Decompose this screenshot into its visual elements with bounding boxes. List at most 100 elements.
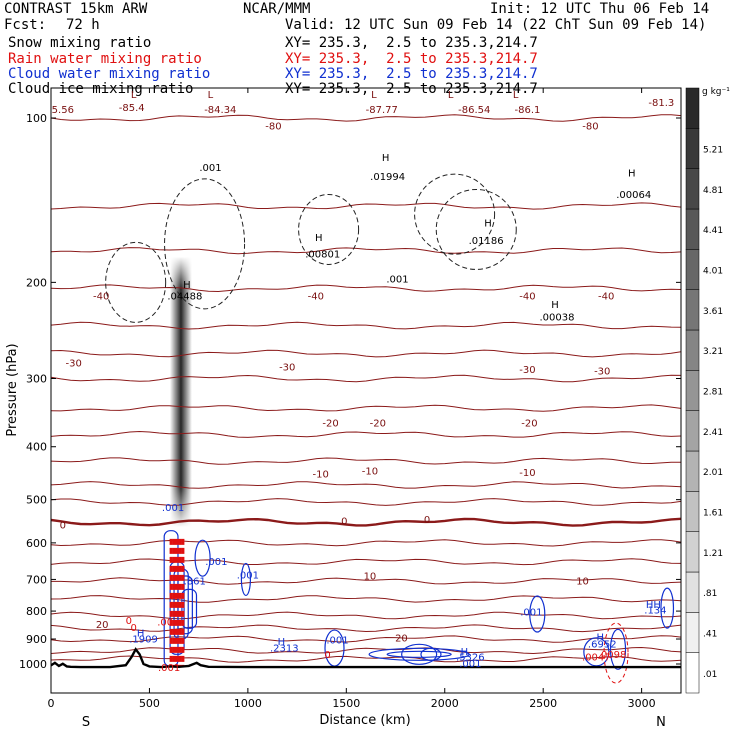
org-label: NCAR/MMM <box>243 1 311 17</box>
cloudwater-blob-4 <box>420 647 442 661</box>
contour-label-41: .861 <box>184 576 206 587</box>
contour-label-57: 0 <box>126 616 132 627</box>
isotherm-line-1 <box>51 202 681 210</box>
contour-label-69: H <box>628 169 636 180</box>
field-cloudwater-xy: XY= 235.3, 2.5 to 235.3,214.7 <box>285 66 538 82</box>
contour-label-24: -30 <box>594 367 610 378</box>
contour-label-21: -30 <box>65 358 81 369</box>
y-tick-label-3: 400 <box>26 441 47 454</box>
colorbar-label-10: 4.01 <box>703 267 723 277</box>
colorbar-swatch-6 <box>685 410 700 452</box>
field-snow-name: Snow mixing ratio <box>8 35 152 51</box>
contour-label-3: -80 <box>265 122 281 133</box>
isotherm-line-16 <box>51 595 681 603</box>
colorbar-label-4: 1.61 <box>703 509 723 519</box>
contour-label-48: .2313 <box>270 643 299 654</box>
contour-label-42: .001 <box>520 607 542 618</box>
field-cloudice-name: Cloud ice mixing ratio <box>8 81 194 97</box>
isotherm-line-20 <box>51 646 681 655</box>
isotherm-line-18 <box>51 624 681 633</box>
colorbar-label-8: 3.21 <box>703 347 723 357</box>
contour-label-58: 0 <box>131 623 137 634</box>
cloudwater-contour-4 <box>181 588 198 629</box>
colorbar-swatch-0 <box>685 652 700 694</box>
isotherm-line-19 <box>51 635 681 643</box>
cloudwater-blob-3 <box>401 643 438 665</box>
contour-label-45: H <box>137 628 145 639</box>
colorbar-swatch-2 <box>685 571 700 613</box>
contour-label-67: L <box>651 80 657 91</box>
cloudwater-blob-7 <box>609 628 627 670</box>
isotherm-line-9 <box>51 457 681 465</box>
contour-label-0: 5.56 <box>52 105 74 116</box>
contour-label-63: L <box>208 90 214 101</box>
cloudice-contour-4 <box>435 188 517 270</box>
x-tick-label-5: 2500 <box>529 697 557 710</box>
cloudwater-blob-6 <box>583 637 610 667</box>
contour-label-66: L <box>513 90 519 101</box>
isotherm-line-3 <box>51 284 681 293</box>
contour-label-55: .0098 <box>598 650 627 661</box>
contour-label-60: .001 <box>158 663 180 674</box>
contour-label-62: L <box>131 90 137 101</box>
contour-label-51: .5326 <box>456 652 485 663</box>
isotherm-line-11 <box>51 498 681 506</box>
contour-label-53: H <box>597 632 605 643</box>
contour-label-19: -40 <box>519 292 535 303</box>
contour-label-22: -30 <box>279 362 295 373</box>
contour-label-6: -86.1 <box>515 105 541 116</box>
colorbar-swatch-3 <box>685 531 700 573</box>
isotherm-line-6 <box>51 374 681 383</box>
colorbar-label-11: 4.41 <box>703 226 723 236</box>
contour-label-39: .001 <box>205 557 227 568</box>
contour-label-30: -10 <box>519 468 535 479</box>
x-end-label-right: N <box>656 715 666 730</box>
contour-label-2: -84.34 <box>204 105 236 116</box>
y-tick-label-0: 100 <box>26 112 47 125</box>
field-rain-name: Rain water mixing ratio <box>8 51 202 67</box>
field-snow-xy: XY= 235.3, 2.5 to 235.3,214.7 <box>285 35 538 51</box>
colorbar-swatch-7 <box>685 370 700 411</box>
x-end-label-left: S <box>82 715 90 730</box>
contour-label-27: -20 <box>521 418 537 429</box>
colorbar-label-2: .81 <box>703 589 717 599</box>
colorbar-label-12: 4.81 <box>703 186 723 196</box>
isotherm-line-10 <box>51 481 681 489</box>
init-time: Init: 12 UTC Thu 06 Feb 14 <box>490 1 710 17</box>
colorbar-label-1: .41 <box>703 630 717 640</box>
colorbar-label-6: 2.41 <box>703 428 723 438</box>
contour-label-46: .1909 <box>129 634 158 645</box>
contour-label-32: 0 <box>341 516 347 527</box>
cloudwater-blob-5 <box>529 595 546 633</box>
contour-label-8: -81.3 <box>648 98 674 109</box>
colorbar-swatch-4 <box>685 491 700 532</box>
contour-label-16: .00038 <box>539 313 574 324</box>
fcst-label: Fcst: <box>4 17 47 33</box>
cloudwater-blob-8 <box>660 587 675 629</box>
isotherm-line-4 <box>51 321 681 330</box>
contour-label-37: 20 <box>395 634 408 645</box>
contour-label-71: H <box>484 218 492 229</box>
contour-label-14: .001 <box>386 274 408 285</box>
contour-label-31: 0 <box>60 521 66 532</box>
contour-label-15: .04488 <box>167 292 202 303</box>
contour-label-26: -20 <box>370 418 386 429</box>
colorbar-swatch-8 <box>685 329 700 371</box>
x-tick-label-4: 2000 <box>431 697 459 710</box>
contour-label-59: .00 <box>157 617 173 628</box>
contour-label-43: HH <box>646 600 661 611</box>
isotherm-line-15 <box>51 577 681 585</box>
valid-time: Valid: 12 UTC Sun 09 Feb 14 (22 ChT Sun … <box>285 17 707 33</box>
colorbar-swatch-1 <box>685 612 700 653</box>
contour-label-49: .001 <box>326 636 348 647</box>
contour-label-61: 0 <box>324 650 330 661</box>
model-title: CONTRAST 15km ARW <box>4 1 148 17</box>
cloudice-contour-2 <box>298 193 360 265</box>
contour-label-20: -40 <box>598 292 614 303</box>
x-tick-label-2: 1000 <box>234 697 262 710</box>
contour-label-72: H <box>551 300 559 311</box>
y-tick-label-9: 1000 <box>19 658 47 671</box>
y-tick-label-4: 500 <box>26 494 47 507</box>
x-tick-label-1: 500 <box>139 697 160 710</box>
